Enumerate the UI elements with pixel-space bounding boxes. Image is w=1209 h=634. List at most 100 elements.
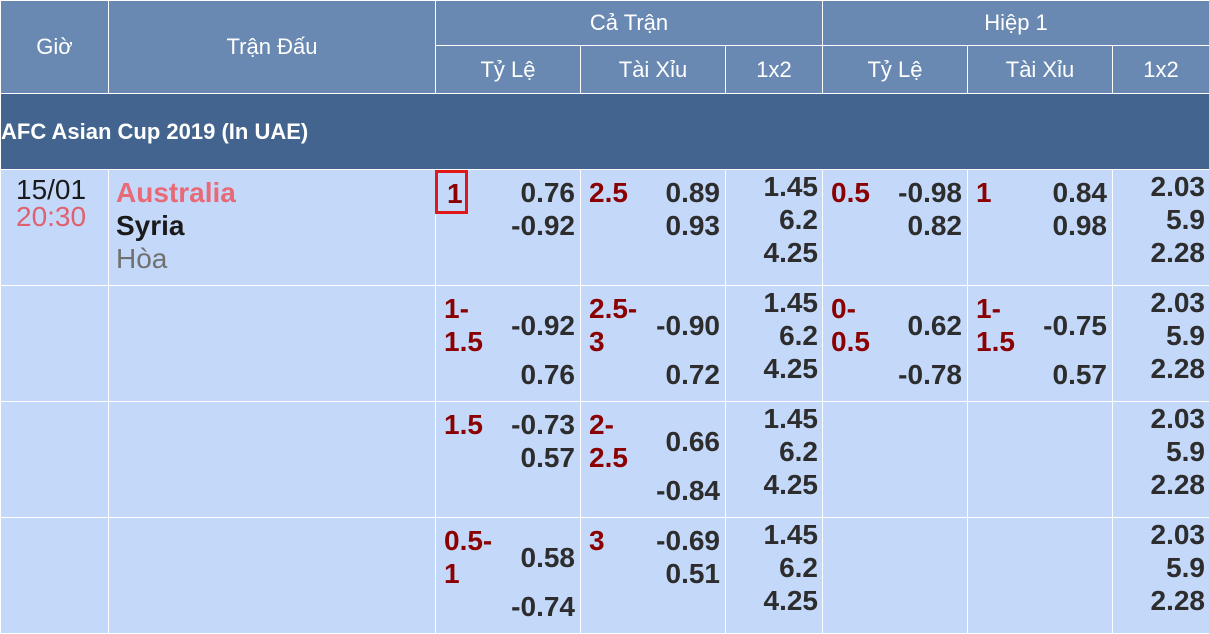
h1-handicap-odds-home[interactable]: -0.98 (898, 176, 962, 209)
h1-1x2-odds-away[interactable]: 2.28 (1113, 468, 1209, 501)
h1-over-under-odds-away[interactable]: 0.57 (1053, 358, 1108, 391)
ft-1x2-odds-away[interactable]: 4.25 (726, 584, 822, 617)
h1-1x2-odds-home[interactable]: 2.03 (1113, 518, 1209, 551)
ft-over-under-odds-home[interactable]: -0.90 (656, 309, 720, 342)
h1-handicap-odds-away[interactable]: 0.82 (908, 209, 963, 242)
kickoff-cell (1, 402, 109, 518)
h1-1x2-odds-home[interactable]: 2.03 (1113, 286, 1209, 319)
h1-1x2-odds-draw[interactable]: 5.9 (1113, 203, 1209, 236)
ft-over-under-odds-home[interactable]: -0.69 (656, 524, 720, 557)
ft-over-under: 2- 2.5 0.66 -0.84 (581, 402, 725, 511)
ft-handicap-line[interactable]: 0.5- 1 (444, 524, 488, 590)
ft-handicap-odds-home[interactable]: -0.92 (511, 309, 575, 342)
ft-over-under-line[interactable]: 2.5- 3 (589, 292, 633, 358)
h1-over-under-line[interactable]: 1- 1.5 (976, 292, 1020, 358)
h1-1x2-odds-draw[interactable]: 5.9 (1113, 319, 1209, 352)
match-time: 20:30 (16, 203, 108, 230)
h1-1x2-odds-away[interactable]: 2.28 (1113, 236, 1209, 269)
h1-handicap (823, 402, 967, 511)
ft-over-under-odds-home[interactable]: 0.89 (666, 176, 721, 209)
ft-over-under-odds-away[interactable]: 0.51 (666, 557, 721, 590)
col-header-ft-over-under: Tài Xỉu (581, 46, 726, 94)
h1-1x2-odds-home[interactable]: 2.03 (1113, 170, 1209, 203)
ft-1x2-odds-home[interactable]: 1.45 (726, 286, 822, 319)
ft-1x2-odds-away[interactable]: 4.25 (726, 468, 822, 501)
h1-handicap-cell: 0- 0.5 0.62 -0.78 (823, 286, 968, 402)
col-header-full-time: Cả Trận (436, 1, 823, 46)
ft-over-under-odds-away[interactable]: 0.93 (666, 209, 721, 242)
ft-over-under-odds-home[interactable]: 0.66 (666, 425, 721, 458)
ft-handicap-odds-away[interactable]: 0.57 (521, 441, 576, 474)
h1-over-under-odds-home[interactable]: -0.75 (1043, 309, 1107, 342)
h1-handicap-line[interactable]: 0.5 (831, 176, 875, 209)
ft-over-under-line[interactable]: 2- 2.5 (589, 408, 633, 474)
ft-1x2-odds-home[interactable]: 1.45 (726, 170, 822, 203)
ft-1x2-odds-away[interactable]: 4.25 (726, 236, 822, 269)
away-team[interactable]: Syria (116, 209, 435, 242)
ft-handicap-cell: 1- 1.5 -0.92 0.76 (436, 286, 581, 402)
match-cell (109, 286, 436, 402)
h1-over-under-line[interactable]: 1 (976, 176, 1020, 209)
ft-over-under-line[interactable]: 3 (589, 524, 633, 557)
col-header-first-half: Hiệp 1 (823, 1, 1209, 46)
ft-handicap-line[interactable]: 1- 1.5 (444, 292, 488, 358)
ft-1x2-odds-away[interactable]: 4.25 (726, 352, 822, 385)
header-row-top: Giờ Trận Đấu Cả Trận Hiệp 1 (1, 1, 1209, 46)
kickoff-cell (1, 518, 109, 634)
h1-over-under: 1- 1.5 -0.75 0.57 (968, 286, 1112, 395)
ft-1x2-odds-home[interactable]: 1.45 (726, 402, 822, 435)
ft-over-under-odds-away[interactable]: -0.84 (656, 474, 720, 507)
h1-1x2-odds-home[interactable]: 2.03 (1113, 402, 1209, 435)
h1-1x2-odds-draw[interactable]: 5.9 (1113, 551, 1209, 584)
col-header-h1-handicap: Tỷ Lệ (823, 46, 968, 94)
ft-over-under-odds-away[interactable]: 0.72 (666, 358, 721, 391)
home-team[interactable]: Australia (116, 176, 435, 209)
h1-over-under-odds-home[interactable]: 0.84 (1053, 176, 1108, 209)
ft-handicap-odds-home[interactable]: -0.73 (511, 408, 575, 441)
h1-over-under (968, 402, 1112, 511)
league-row: AFC Asian Cup 2019 (In UAE) (1, 94, 1209, 170)
h1-handicap-odds-away[interactable]: -0.78 (898, 358, 962, 391)
h1-1x2-odds-away[interactable]: 2.28 (1113, 352, 1209, 385)
match-cell (109, 402, 436, 518)
ft-handicap-odds-home[interactable]: 0.76 (521, 176, 576, 209)
h1-over-under-cell (968, 518, 1113, 634)
h1-handicap-odds-home[interactable]: 0.62 (908, 309, 963, 342)
h1-1x2-odds-draw[interactable]: 5.9 (1113, 435, 1209, 468)
ft-handicap-line[interactable]: 1.5 (444, 408, 488, 441)
ft-1x2-odds-home[interactable]: 1.45 (726, 518, 822, 551)
ft-1x2-odds-draw[interactable]: 6.2 (726, 319, 822, 352)
ft-handicap-line[interactable]: 1 (435, 170, 468, 214)
col-header-match: Trận Đấu (109, 1, 436, 94)
ft-1x2-odds-draw[interactable]: 6.2 (726, 435, 822, 468)
ft-over-under-line[interactable]: 2.5 (589, 176, 633, 209)
ft-handicap-odds-away[interactable]: -0.92 (511, 209, 575, 242)
h1-over-under-cell: 1- 1.5 -0.75 0.57 (968, 286, 1113, 402)
ft-handicap: 1- 1.5 -0.92 0.76 (436, 286, 580, 395)
ft-handicap-odds-home[interactable]: 0.58 (521, 541, 576, 574)
league-name: AFC Asian Cup 2019 (In UAE) (1, 94, 1209, 170)
ft-1x2-odds-draw[interactable]: 6.2 (726, 203, 822, 236)
h1-1x2-odds-away[interactable]: 2.28 (1113, 584, 1209, 617)
ft-1x2-odds-draw[interactable]: 6.2 (726, 551, 822, 584)
h1-handicap-line[interactable]: 0- 0.5 (831, 292, 875, 358)
h1-over-under-odds-away[interactable]: 0.98 (1053, 209, 1108, 242)
ft-handicap-odds-away[interactable]: 0.76 (521, 358, 576, 391)
ft-handicap-odds-away[interactable]: -0.74 (511, 590, 575, 623)
